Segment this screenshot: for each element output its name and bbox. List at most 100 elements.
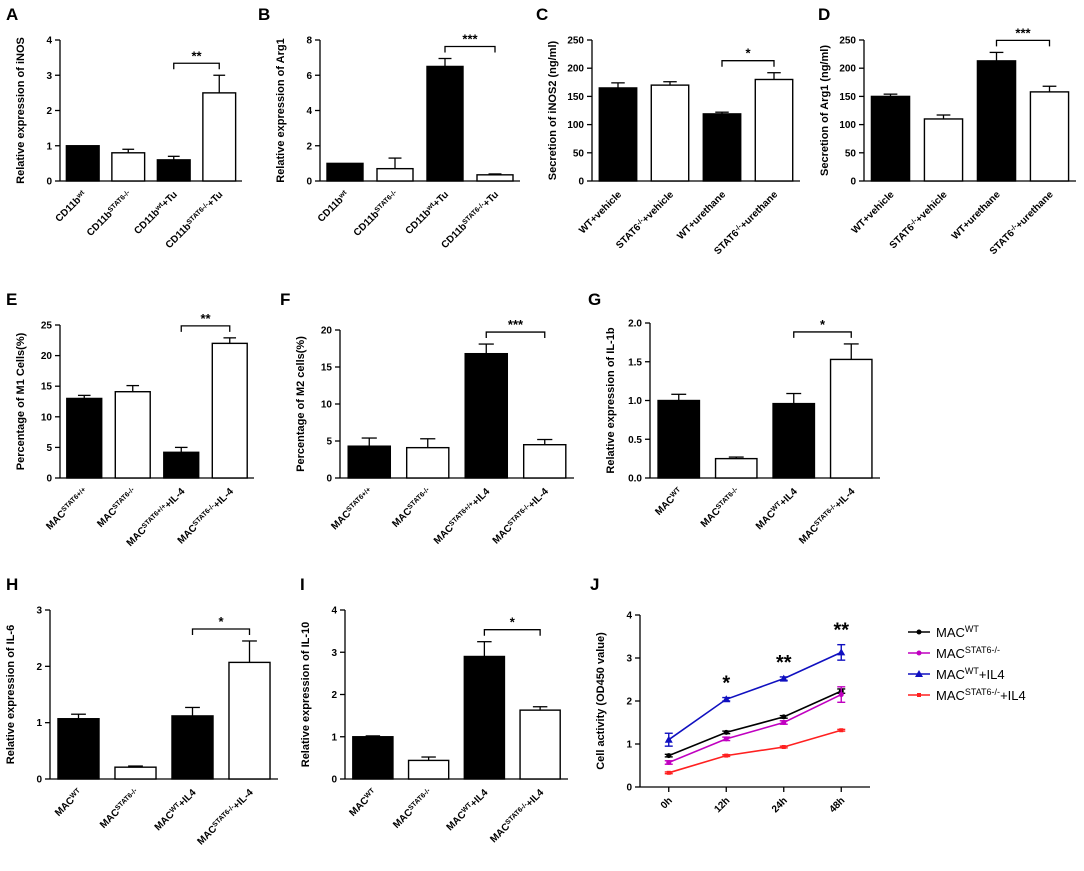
y-axis-title: Cell activity (OD450 value) xyxy=(595,632,607,770)
bar xyxy=(714,457,758,479)
panel-g: G 0.0 0.5 1.0 1.5 2.0 Relative expression of I… xyxy=(588,290,880,547)
data-point xyxy=(722,695,731,703)
y-tick-label: 250 xyxy=(839,36,856,47)
significance-bracket xyxy=(180,325,231,332)
y-tick-label: 100 xyxy=(839,120,856,131)
panel-b: B 0 2 4 6 8 Relative expression of Arg1 CD11bwt… xyxy=(258,5,520,251)
bar xyxy=(870,95,911,182)
category-suffix: +IL-4 xyxy=(231,787,256,812)
category-suffix: +IL4 xyxy=(176,787,198,809)
panel-label: H xyxy=(6,575,18,594)
y-tick-label: 100 xyxy=(567,120,584,131)
category-suffix: +IL-4 xyxy=(163,486,188,511)
bar xyxy=(976,60,1017,182)
y-tick-label: 5 xyxy=(46,443,52,454)
panel-d: D 0 50 100 150 200 250 Secretion of Arg1 (ng/ml… xyxy=(818,5,1076,257)
data-point xyxy=(724,753,729,758)
data-point xyxy=(666,753,672,759)
category-superscript: STAT6-/- xyxy=(461,201,486,226)
panel-label: I xyxy=(300,575,305,594)
y-tick-label: 150 xyxy=(567,92,584,103)
bar xyxy=(754,78,794,182)
y-tick-label: 2 xyxy=(331,690,337,701)
y-axis-title: Relative expression of IL-10 xyxy=(300,622,312,768)
category-label: MACSTAT6-/- xyxy=(699,486,743,530)
category-label: WT+urethane xyxy=(950,189,1003,242)
y-tick-label: 1 xyxy=(36,718,42,729)
y-tick-label: 10 xyxy=(321,400,333,411)
panel-label: G xyxy=(588,290,601,309)
y-tick-label: 5 xyxy=(326,437,332,448)
category-suffix: +IL-4 xyxy=(526,486,551,511)
bar xyxy=(202,92,237,182)
data-point xyxy=(664,735,673,743)
legend-marker xyxy=(916,650,922,656)
y-tick-label: 0.0 xyxy=(628,474,642,485)
category-label: MACSTAT6-/-+IL-4 xyxy=(195,787,256,848)
data-point xyxy=(781,720,787,725)
y-tick-label: 20 xyxy=(41,351,53,362)
bar xyxy=(657,399,701,479)
panel-label: F xyxy=(280,290,290,309)
y-tick-label: 4 xyxy=(626,611,632,622)
category-superscript: -/- xyxy=(635,217,645,227)
y-axis-title: Relative expression of IL-1b xyxy=(605,327,617,473)
data-point xyxy=(781,745,786,750)
data-point xyxy=(838,692,844,698)
category-superscript: STAT6-/- xyxy=(715,486,740,511)
legend-superscript: STAT6-/- xyxy=(965,645,1000,655)
category-label: CD11bwt+Tu xyxy=(403,189,451,237)
panel-label: A xyxy=(6,5,18,24)
category-label: CD11bSTAT6-/- xyxy=(85,189,135,239)
legend-suffix: +IL4 xyxy=(979,667,1005,682)
panel-label: J xyxy=(590,575,599,594)
legend-label: MACSTAT6-/-+IL4 xyxy=(936,687,1026,703)
category-superscript: WT xyxy=(363,786,376,799)
data-point xyxy=(666,770,671,775)
category-label: CD11bwt xyxy=(53,189,89,225)
x-tick-label: 0h xyxy=(659,795,675,811)
category-superscript: STAT6-/- xyxy=(211,803,236,828)
category-suffix: +IL4 xyxy=(468,787,490,809)
bar xyxy=(772,402,816,479)
data-point xyxy=(837,648,846,656)
significance-bracket xyxy=(793,331,852,338)
y-tick-label: 3 xyxy=(331,648,337,659)
panel-label: E xyxy=(6,290,17,309)
y-tick-label: 50 xyxy=(845,148,857,159)
y-tick-label: 0 xyxy=(578,177,584,188)
data-point xyxy=(781,714,787,720)
series-3 xyxy=(664,728,846,775)
category-superscript: STAT6-/- xyxy=(813,502,838,527)
category-superscript: WT xyxy=(669,485,682,498)
y-tick-label: 1.5 xyxy=(628,357,642,368)
bar xyxy=(65,145,100,182)
bar xyxy=(598,87,638,182)
x-tick-label: 24h xyxy=(770,795,790,815)
series-line xyxy=(668,693,842,764)
category-superscript: STAT6+/+ xyxy=(60,486,87,513)
y-axis-title: Percentage of M2 cells(%) xyxy=(295,336,307,472)
category-label: MACWT xyxy=(53,786,85,818)
category-suffix: +urethane xyxy=(738,189,780,231)
category-label: MACWT xyxy=(653,485,685,517)
y-tick-label: 2 xyxy=(306,141,312,152)
category-base: WT+urethane xyxy=(675,189,728,242)
category-superscript: STAT6-/- xyxy=(506,502,531,527)
significance-marker: * xyxy=(820,317,826,332)
legend-marker xyxy=(915,670,923,677)
y-tick-label: 0 xyxy=(36,775,42,786)
category-superscript: wt xyxy=(337,189,349,201)
legend-base: MAC xyxy=(936,625,965,640)
category-superscript: STAT6+/+ xyxy=(448,500,475,527)
category-superscript: WT xyxy=(69,786,82,799)
category-base: WT+vehicle xyxy=(850,189,897,236)
category-superscript: STAT6-/- xyxy=(407,787,432,812)
y-tick-label: 1 xyxy=(46,141,52,152)
bar xyxy=(163,451,200,479)
legend-base: MAC xyxy=(936,688,965,703)
y-tick-label: 200 xyxy=(839,64,856,75)
category-suffix: +urethane xyxy=(1014,189,1056,231)
y-axis-title: Secretion of iNOS2 (ng/ml) xyxy=(547,40,559,180)
